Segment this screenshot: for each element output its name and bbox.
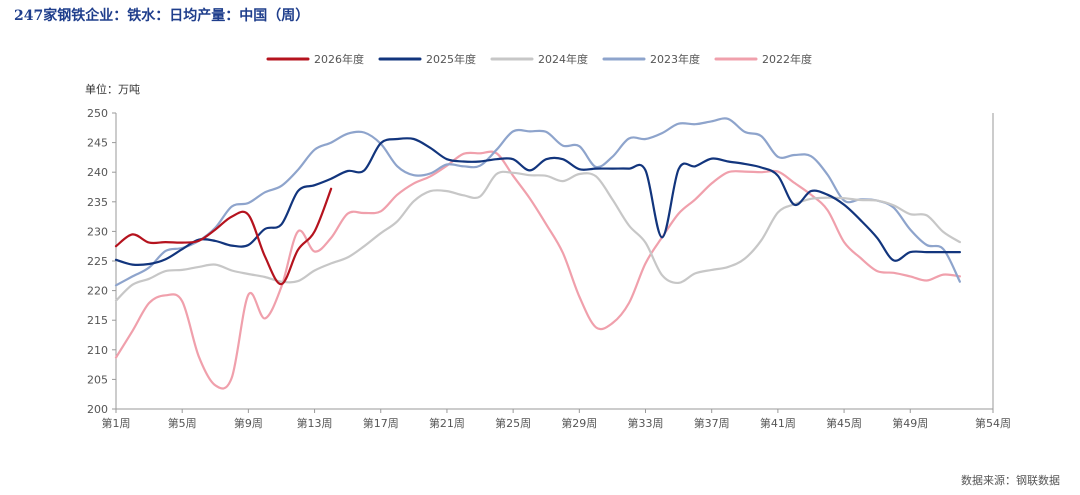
x-tick-label: 第5周 <box>168 416 197 430</box>
x-tick-label: 第49周 <box>892 416 928 430</box>
legend-label: 2026年度 <box>314 52 364 66</box>
legend-label: 2024年度 <box>538 52 588 66</box>
y-tick-label: 205 <box>87 373 108 386</box>
x-tick-label: 第25周 <box>495 416 531 430</box>
x-tick-label: 第41周 <box>760 416 796 430</box>
chart-title: 247家钢铁企业：铁水：日均产量：中国（周） <box>14 8 310 24</box>
data-source: 数据来源：钢联数据 <box>961 474 1060 487</box>
series-line-2022年度 <box>114 150 961 390</box>
x-tick-label: 第17周 <box>363 416 399 430</box>
x-tick-label: 第9周 <box>234 416 263 430</box>
x-tick-label: 第45周 <box>826 416 862 430</box>
axes: 200 205 210 215 220 225 230 235 240 245 250 第1周 第5周 第… <box>87 107 1011 430</box>
y-tick-label: 245 <box>87 137 108 150</box>
y-tick-label: 220 <box>87 285 108 298</box>
series-lines <box>114 117 961 390</box>
x-tick-label: 第37周 <box>694 416 730 430</box>
x-tick-label: 第29周 <box>561 416 597 430</box>
legend-label: 2025年度 <box>426 52 476 66</box>
x-tick-label: 第54周 <box>975 416 1011 430</box>
y-tick-label: 225 <box>87 255 108 268</box>
y-tick-label: 215 <box>87 314 108 327</box>
x-tick-label: 第13周 <box>297 416 333 430</box>
y-tick-label: 200 <box>87 403 108 416</box>
y-tick-label: 230 <box>87 225 108 238</box>
series-line-2024年度 <box>114 170 961 302</box>
x-tick-label: 第1周 <box>102 416 131 430</box>
series-line-2026年度 <box>114 187 333 286</box>
legend: 2026年度 2025年度 2024年度 2023年度 2022年度 <box>266 52 812 66</box>
x-tick-label: 第33周 <box>628 416 664 430</box>
y-tick-label: 210 <box>87 344 108 357</box>
legend-label: 2023年度 <box>650 52 700 66</box>
series-line-2023年度 <box>114 117 961 287</box>
unit-label: 单位：万吨 <box>85 83 140 96</box>
x-tick-label: 第21周 <box>429 416 465 430</box>
legend-label: 2022年度 <box>762 52 812 66</box>
y-tick-label: 250 <box>87 107 108 120</box>
y-tick-label: 240 <box>87 166 108 179</box>
series-line-2025年度 <box>114 137 961 266</box>
y-tick-label: 235 <box>87 196 108 209</box>
